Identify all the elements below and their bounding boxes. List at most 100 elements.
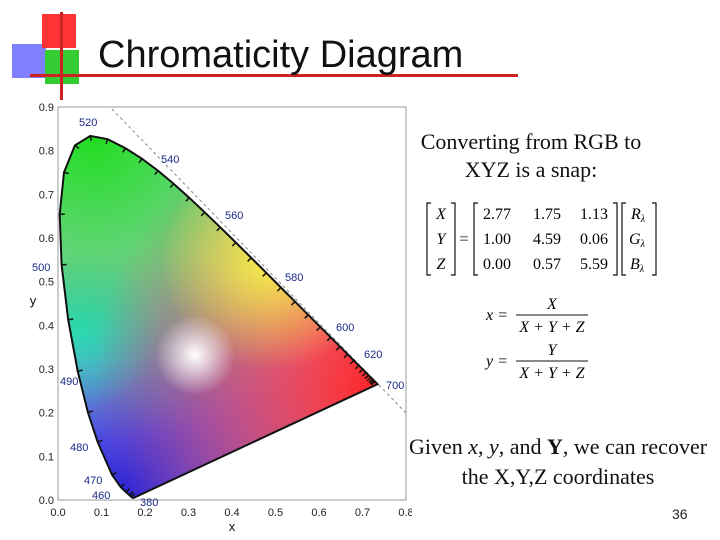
- wavelength-tick: [335, 346, 341, 351]
- matrix-cell: 0.57: [533, 256, 561, 273]
- title-decoration-red-square: [42, 14, 76, 48]
- matrix-cell: 4.59: [533, 231, 561, 248]
- title-underline: [30, 74, 518, 77]
- wavelength-tick: [63, 171, 70, 175]
- wavelength-tick: [304, 314, 309, 319]
- wavelength-tick-marks: [59, 135, 376, 498]
- wavelength-label-380: 380: [140, 497, 158, 509]
- slide-title: Chromaticity Diagram: [98, 34, 464, 76]
- wavelength-tick: [354, 364, 360, 370]
- chromaticity-formulas: x = X X + Y + Z y = Y X + Y + Z: [484, 296, 588, 382]
- plot-frame: [57, 106, 407, 501]
- matrix-cell: 1.00: [483, 231, 511, 248]
- wavelength-tick: [77, 369, 83, 372]
- wavelength-tick: [366, 376, 372, 382]
- vector-Z: Z: [437, 256, 447, 273]
- spectral-locus-fill: [59, 135, 378, 498]
- wavelength-tick: [185, 197, 190, 202]
- vector-Y: Y: [437, 231, 448, 248]
- x-tick-label: 0.3: [181, 507, 196, 519]
- matrix-cell: 1.13: [580, 206, 608, 223]
- wavelength-tick: [111, 471, 117, 476]
- wavelength-label-500: 500: [32, 262, 50, 274]
- wavelength-tick: [247, 257, 252, 262]
- x-tick-label: 0.1: [94, 507, 109, 519]
- wavelength-tick: [231, 241, 237, 247]
- wavelength-tick: [89, 135, 93, 141]
- formula-x-denominator: X + Y + Z: [518, 319, 585, 336]
- wavelength-label-580: 580: [285, 272, 303, 284]
- y-tick-label: 0.1: [39, 451, 54, 463]
- wavelength-tick: [276, 286, 282, 292]
- y-tick-label: 0.7: [39, 189, 54, 201]
- wavelength-labels: 520 540 560 580 600 620 700 500 490 480 …: [32, 117, 404, 509]
- title-decoration-vertical-line: [60, 12, 63, 100]
- wavelength-tick: [105, 138, 109, 145]
- wavelength-tick: [262, 272, 267, 277]
- y-tick-label: 0.8: [39, 146, 54, 158]
- title-decoration-blue-square: [12, 44, 46, 78]
- x-tick-label: 0.7: [355, 507, 370, 519]
- wavelength-tick: [68, 318, 74, 321]
- wavelength-tick: [74, 144, 80, 149]
- y-tick-label: 0.5: [39, 277, 54, 289]
- vector-X: X: [435, 206, 447, 223]
- rgb-to-xyz-matrix-equation: X Y Z = 2.77 1.75 1.13 1.00 4.59 0.06 0.…: [426, 202, 657, 276]
- wavelength-label-470: 470: [84, 475, 102, 487]
- vector-B: Bλ: [630, 256, 645, 275]
- wavelength-tick: [138, 158, 143, 164]
- wavelength-tick: [154, 170, 159, 175]
- wavelength-label-490: 490: [60, 376, 78, 388]
- wavelength-label-600: 600: [336, 322, 354, 334]
- wavelength-tick: [122, 147, 126, 153]
- x-axis-label: x: [229, 519, 236, 534]
- wavelength-label-540: 540: [161, 154, 179, 166]
- wavelength-tick: [370, 380, 376, 386]
- wavelength-tick: [349, 359, 355, 365]
- wavelength-tick: [343, 353, 349, 359]
- vector-R: Rλ: [630, 206, 646, 225]
- x-tick-label: 0.0: [50, 507, 65, 519]
- wavelength-label-700: 700: [386, 380, 404, 392]
- y-axis-label: y: [30, 293, 37, 308]
- wavelength-tick: [130, 492, 136, 498]
- x-tick-label: 0.8: [398, 507, 412, 519]
- wavelength-tick: [120, 483, 125, 488]
- y-axis: 0.0 0.1 0.2 0.3 0.4 0.5 0.6 0.7 0.8 0.9 …: [30, 102, 54, 507]
- wavelength-tick: [200, 211, 206, 217]
- wavelength-tick: [87, 410, 93, 414]
- wavelength-tick: [361, 371, 367, 377]
- matrix-cell: 5.59: [580, 256, 608, 273]
- wavelength-label-460: 460: [92, 490, 110, 502]
- x-tick-label: 0.6: [311, 507, 326, 519]
- wavelength-tick: [216, 226, 221, 232]
- wavelength-label-560: 560: [225, 210, 243, 222]
- wavelength-tick: [316, 326, 321, 331]
- x-tick-label: 0.2: [137, 507, 152, 519]
- wavelength-tick: [358, 368, 364, 374]
- wavelength-label-520: 520: [79, 117, 97, 129]
- matrix-cell: 2.77: [483, 206, 511, 223]
- wavelength-tick: [364, 374, 370, 380]
- y-tick-label: 0.6: [39, 233, 54, 245]
- y-tick-label: 0.4: [39, 320, 54, 332]
- wavelength-tick: [97, 439, 103, 443]
- formula-y-denominator: X + Y + Z: [518, 365, 585, 382]
- given-text: Given x, y, and Y, we can recover the X,…: [408, 434, 708, 489]
- x-tick-label: 0.4: [224, 507, 239, 519]
- matrix-cell: 0.00: [483, 256, 511, 273]
- wavelength-tick: [290, 301, 296, 306]
- svg-text:=: =: [459, 231, 468, 248]
- matrix-cell: 1.75: [533, 206, 561, 223]
- wavelength-label-480: 480: [70, 442, 88, 454]
- wavelength-tick: [125, 488, 131, 493]
- x-tick-label: 0.5: [268, 507, 283, 519]
- formula-y-numerator: Y: [548, 342, 559, 359]
- formula-x-numerator: X: [546, 296, 558, 313]
- page-number: 36: [672, 506, 688, 522]
- wavelength-tick: [369, 379, 375, 385]
- formula-y-lhs: y =: [484, 353, 508, 370]
- formula-x-lhs: x =: [485, 307, 508, 324]
- matrix-cell: 0.06: [580, 231, 608, 248]
- x-axis: 0.0 0.1 0.2 0.3 0.4 0.5 0.6 0.7 0.8 x: [50, 507, 412, 534]
